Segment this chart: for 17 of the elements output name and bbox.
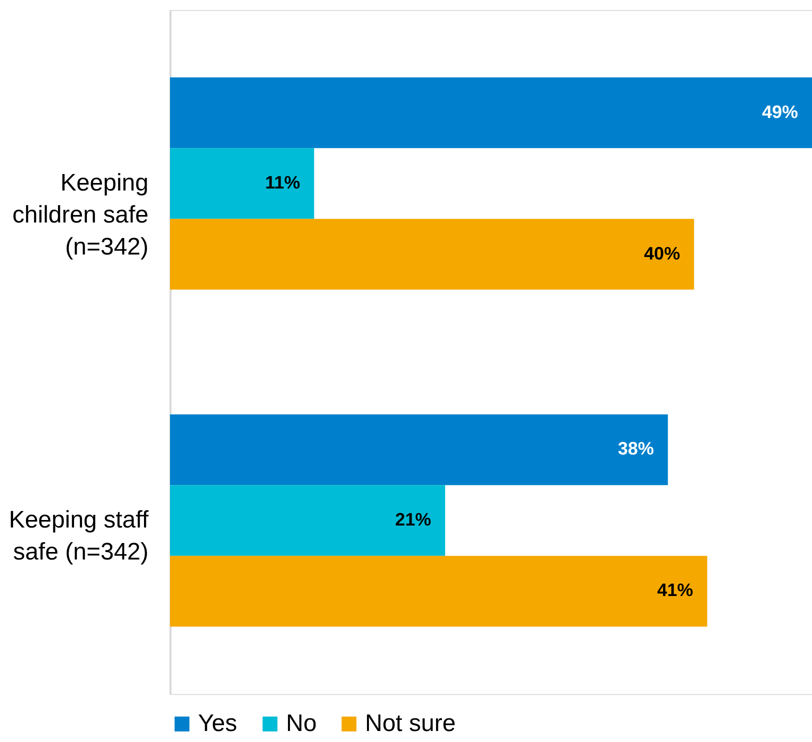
bar [170,485,446,556]
data-label: 38% [618,438,654,459]
legend-label: Not sure [365,710,456,737]
bar [170,148,314,219]
data-label: 21% [395,509,432,530]
bar [170,556,708,627]
data-label: 40% [644,243,680,264]
data-label: 41% [657,580,694,600]
legend-label: No [286,710,317,737]
legend-label: Yes [198,710,238,737]
y-tick-label: Keeping staff safe (n=342) [8,506,149,566]
data-label: 11% [265,172,300,193]
bar [170,414,668,486]
data-label: 49% [762,102,798,122]
y-tick-label: Keeping children safe (n=342) [12,170,148,261]
bar [170,77,812,148]
bar [170,218,694,290]
